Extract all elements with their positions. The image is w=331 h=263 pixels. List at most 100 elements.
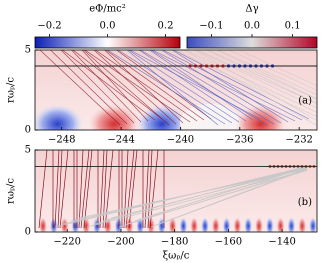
panel-label: (b) (298, 197, 312, 208)
trajectory (171, 50, 289, 123)
x-tick-label: −140 (268, 237, 295, 248)
trajectory (83, 150, 93, 229)
trajectory (38, 150, 48, 229)
trajectory (93, 50, 177, 125)
trajectory (129, 50, 261, 120)
colorbar (34, 36, 181, 49)
field-blob (114, 217, 123, 232)
field-blob (39, 217, 47, 232)
trajectory (197, 50, 317, 104)
x-tick-label: −248 (48, 135, 75, 146)
trajectory (128, 50, 240, 123)
trajectory (86, 170, 308, 228)
x-tick-label: −180 (161, 237, 188, 248)
tick-label: 0.0 (100, 21, 116, 32)
field-blob (168, 217, 177, 232)
y-tick-label: 0 (25, 227, 31, 238)
field-blob (201, 217, 209, 232)
field-blob (82, 217, 91, 232)
field-blob (179, 217, 188, 232)
field-blob (49, 217, 58, 232)
y-axis-label: rωₚ/c (6, 77, 17, 103)
field-blob (222, 217, 231, 232)
trajectory (152, 50, 296, 122)
trajectory (140, 50, 268, 126)
trajectory (173, 50, 310, 120)
trajectory (39, 50, 121, 126)
trajectory (228, 50, 317, 91)
trajectory (207, 50, 317, 100)
field-blob (255, 217, 263, 232)
frame (34, 149, 318, 233)
colorbar (186, 36, 318, 49)
trajectory (62, 50, 156, 121)
trajectory (144, 150, 150, 229)
x-tick-label: −236 (226, 135, 253, 146)
trajectory (218, 50, 317, 96)
trajectory (84, 50, 191, 123)
frame (34, 49, 318, 131)
trajectory (149, 150, 159, 229)
trajectory (57, 150, 63, 229)
trajectory (239, 50, 317, 87)
y-tick-label: 5 (25, 145, 31, 156)
tick-label: −0.1 (199, 21, 223, 32)
trajectory (158, 169, 308, 225)
x-tick-label: −244 (107, 135, 134, 146)
field-blob (179, 104, 240, 130)
x-axis-label: ξωₚ/c (163, 251, 190, 262)
trajectory (50, 50, 128, 125)
trajectory (142, 167, 308, 219)
field-blob (265, 217, 274, 232)
field-blob (87, 104, 140, 130)
trajectory (206, 50, 317, 104)
trajectory (54, 150, 60, 229)
trajectory (161, 50, 282, 124)
field-blob (233, 217, 242, 232)
trajectory (105, 50, 205, 121)
trajectory (185, 50, 317, 113)
x-tick-label: −232 (285, 135, 312, 146)
x-tick-label: −200 (107, 237, 134, 248)
field-blob (276, 217, 285, 232)
trajectory (128, 150, 138, 229)
y-axis-label: rωₚ/c (6, 178, 17, 204)
x-tick-label: −220 (53, 237, 80, 248)
trajectory (138, 50, 247, 122)
trajectory (80, 150, 90, 229)
trajectory (194, 50, 317, 121)
y-tick-label: 0 (25, 125, 31, 136)
trajectory (107, 50, 226, 125)
field-blob (35, 104, 84, 130)
tick-label: 0.2 (158, 21, 174, 32)
trajectory (174, 50, 317, 118)
trajectory (104, 50, 184, 124)
x-tick-label: −240 (167, 135, 194, 146)
x-tick-label: −160 (215, 237, 242, 248)
trajectory (71, 50, 142, 123)
trajectory (216, 50, 317, 100)
trajectory (81, 50, 149, 122)
field-blob (135, 104, 188, 130)
tick-label: 0.0 (244, 21, 260, 32)
trajectory (147, 150, 153, 229)
tick-label: 0.1 (285, 21, 301, 32)
field-blob (147, 217, 155, 232)
trajectory (183, 50, 317, 126)
field-blob (190, 217, 199, 232)
trajectory (60, 50, 135, 124)
panel-label: (a) (298, 96, 312, 107)
colorbar-label: eΦ/mc² (89, 4, 126, 15)
field-blob (244, 217, 253, 232)
field-blob (309, 217, 317, 232)
trajectory (95, 50, 198, 122)
trajectory (59, 150, 69, 229)
trajectory (72, 50, 163, 120)
trajectory (83, 50, 170, 126)
tick-label: −0.2 (37, 21, 61, 32)
plot-area (35, 150, 317, 232)
trajectory (162, 50, 303, 121)
trajectory (117, 50, 233, 124)
trajectory (150, 50, 275, 125)
